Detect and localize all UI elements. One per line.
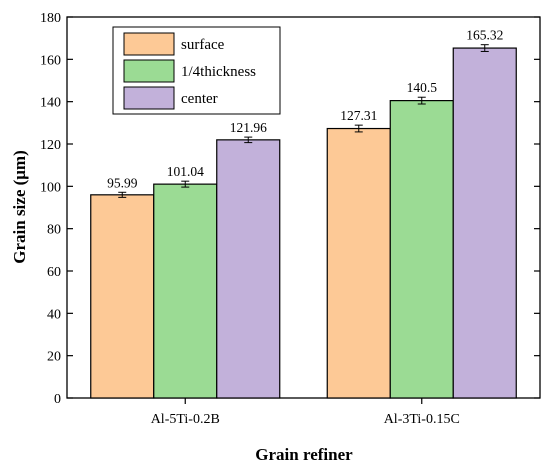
bar [216, 139, 281, 399]
y-tick-label: 140 [40, 96, 61, 111]
y-tick-label: 160 [40, 53, 61, 68]
x-tick-label: Al-3Ti-0.15C [384, 412, 460, 427]
x-tick-label: Al-5Ti-0.2B [151, 412, 220, 427]
legend: surface 1/4thickness center [112, 26, 281, 115]
y-tick-label: 180 [40, 11, 61, 26]
bar [326, 127, 391, 399]
y-axis-title: Grain size (μm) [10, 150, 29, 264]
x-axis-title: Grain refiner [255, 445, 353, 464]
y-tick-label: 60 [47, 265, 61, 280]
data-label: 140.5 [407, 80, 438, 95]
y-axis: 0 20 40 60 80 100 120 140 160 180 [40, 11, 540, 407]
bars-group: 95.99 101.04 121.96 127.31 140.5 165.32 [90, 28, 517, 399]
legend-label: center [181, 91, 218, 107]
bar [90, 194, 155, 399]
legend-swatch [123, 59, 175, 83]
plot-frame [66, 16, 541, 399]
data-label: 95.99 [107, 175, 138, 190]
data-label: 121.96 [230, 120, 267, 135]
legend-label: surface [181, 37, 225, 53]
x-axis: Al-5Ti-0.2B Al-3Ti-0.15C [151, 398, 460, 427]
legend-swatch [123, 32, 175, 56]
bar [153, 183, 218, 399]
y-tick-label: 100 [40, 180, 61, 195]
y-tick-label: 120 [40, 138, 61, 153]
data-label: 127.31 [340, 108, 377, 123]
y-tick-label: 80 [47, 223, 61, 238]
y-tick-label: 40 [47, 307, 61, 322]
legend-swatch [123, 86, 175, 110]
legend-label: 1/4thickness [181, 64, 256, 80]
y-tick-label: 20 [47, 350, 61, 365]
data-label: 101.04 [167, 164, 204, 179]
bar [452, 47, 517, 399]
bar [389, 100, 454, 399]
data-label: 165.32 [466, 28, 503, 43]
y-tick-label: 0 [54, 392, 61, 407]
